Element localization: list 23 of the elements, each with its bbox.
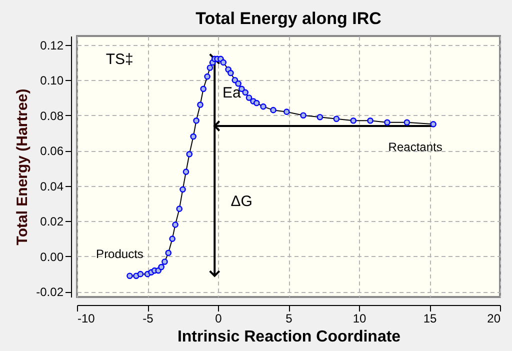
annotation: TS‡: [106, 50, 134, 68]
annotation: Products: [96, 246, 144, 261]
y-tick-label: 0.04: [40, 179, 64, 194]
x-tick-label: 20: [487, 312, 501, 326]
y-tick-label: 0.12: [40, 38, 64, 52]
annotation: Reactants: [388, 140, 442, 154]
chart-title: Total Energy along IRC: [196, 9, 382, 28]
x-tick-label: -5: [142, 312, 154, 326]
x-tick-label: -10: [78, 312, 96, 326]
annotation: Ea: [222, 84, 242, 102]
y-tick-label: -0.02: [36, 285, 64, 300]
annotation: ΔG: [230, 192, 252, 210]
y-tick-label: 0.06: [40, 144, 64, 158]
y-axis-title: Total Energy (Hartree): [14, 88, 32, 246]
y-tick-label: 0.02: [40, 214, 64, 229]
x-axis-title: Intrinsic Reaction Coordinate: [177, 328, 401, 346]
x-tick-label: 0: [215, 312, 222, 326]
x-tick-label: 5: [286, 312, 293, 326]
y-tick-label: 0.00: [40, 250, 64, 264]
x-tick-label: 15: [423, 312, 437, 326]
y-tick-label: 0.08: [40, 108, 64, 123]
y-tick-label: 0.10: [40, 74, 64, 88]
x-tick-label: 10: [352, 312, 366, 326]
